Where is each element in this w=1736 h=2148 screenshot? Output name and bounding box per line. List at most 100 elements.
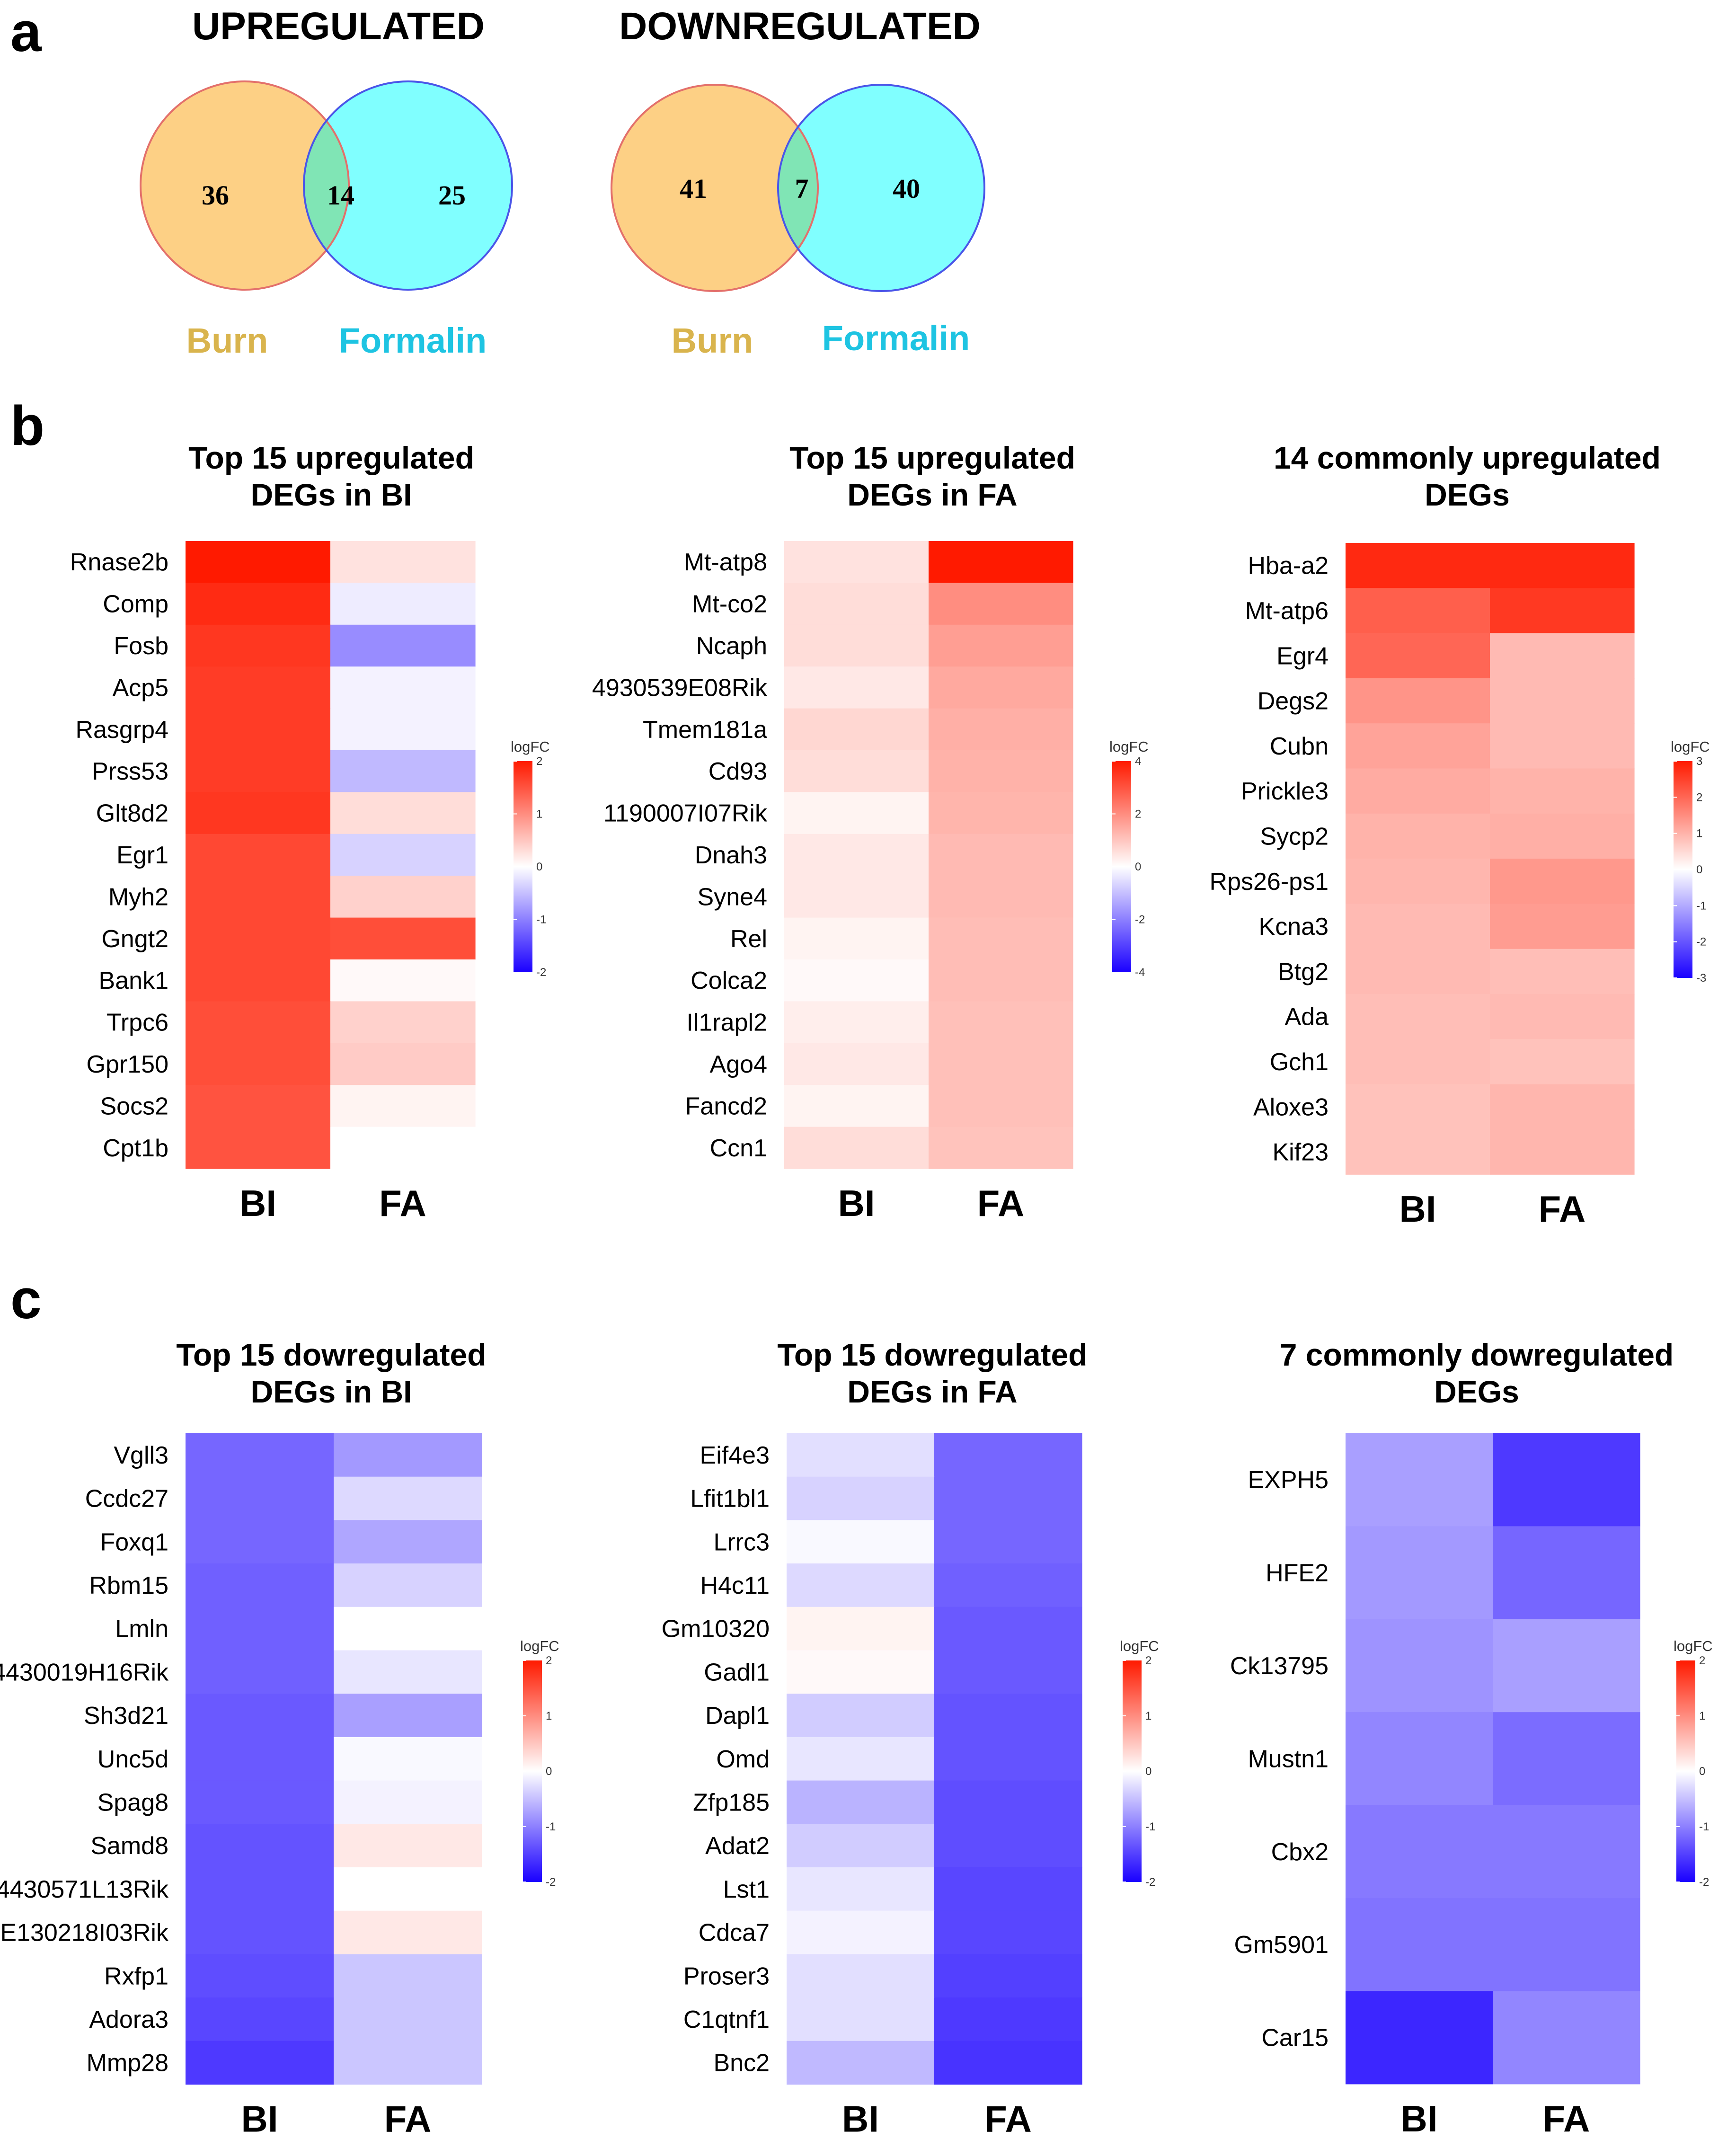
legend-tick-label: -1 [536,914,546,926]
heatmap-cell [1346,859,1490,904]
legend-tick-label: -1 [1145,1820,1155,1833]
heatmap-cell [934,1780,1082,1824]
heatmap-cell [934,1476,1082,1520]
gene-label: Egr1 [116,842,168,869]
heatmap-cell [1346,1433,1493,1527]
heatmap-cell [1490,994,1635,1039]
heatmap-cell [929,959,1073,1002]
gene-label: Gadl1 [704,1659,770,1686]
venn-overlap [304,121,349,250]
legend-tick-label: 1 [546,1710,552,1722]
gene-label: Mmp28 [87,2050,168,2077]
heatmap-cell [1346,1084,1490,1130]
gene-label: Myh2 [108,883,168,911]
heatmap-cell [929,1085,1073,1127]
gene-label: Lmln [115,1615,168,1643]
column-label: BI [239,1182,276,1224]
heatmap-cell [787,1780,935,1824]
heatmap-cell [330,1043,476,1085]
heatmap-cell [787,2041,935,2085]
heatmap-cell [1346,1129,1490,1175]
heatmap-cell [787,1867,935,1911]
gene-label: Bnc2 [713,2050,770,2077]
heatmap-cell [186,1954,334,1998]
gene-label: E130218I03Rik [0,1919,169,1947]
heatmap-cell [784,708,929,751]
gene-label: Lst1 [723,1876,770,1903]
heatmap-cell [334,2041,482,2085]
heatmap-cell [186,876,331,918]
gene-label: Adora3 [89,2006,168,2033]
venn-overlap [778,127,818,249]
heatmap-title-line: 7 commonly dowregulated [1280,1337,1674,1372]
gene-label: Rnase2b [70,549,168,576]
heatmap-cell [1493,1712,1640,1806]
heatmap-cell [1493,1619,1640,1713]
legend-tick-label: -1 [546,1820,556,1833]
legend-tick-label: -2 [1135,914,1145,926]
heatmap-cell [784,834,929,876]
venn-outline-burn [140,80,350,291]
column-label: FA [379,1182,426,1224]
legend-title: logFC [1120,1638,1159,1654]
heatmap-cell [1346,904,1490,950]
heatmap-cell [929,750,1073,792]
heatmap-cell [186,1085,331,1127]
heatmap-cell [1493,1433,1640,1527]
venn-count-formalin-only: 25 [438,180,466,211]
heatmap-cell [1493,1898,1640,1991]
gene-label: Il1rapl2 [686,1009,767,1037]
heatmap-title-line: DEGs in BI [250,477,412,512]
heatmap-cell [1346,1526,1493,1620]
heatmap-cell [186,1867,334,1911]
gene-label: Car15 [1261,2024,1329,2052]
legend-tick-label: 0 [1145,1765,1151,1778]
gene-label: EXPH5 [1248,1466,1329,1494]
heatmap-cell [186,708,331,751]
heatmap-cell [929,1043,1073,1085]
legend-tick-label: -2 [1699,1876,1709,1889]
legend-tick-label: 2 [1135,808,1141,821]
venn-title: DOWNREGULATED [619,5,981,48]
legend-tick-label: 3 [1696,755,1702,768]
gene-label: Glt8d2 [96,800,168,827]
column-label: BI [842,2098,879,2140]
legend-tick-label: -1 [1696,899,1706,912]
heatmap-cell [1493,1805,1640,1899]
heatmap-cell [784,624,929,667]
heatmap-cell [929,917,1073,960]
heatmap-cell [334,1780,482,1824]
gene-label: Rel [730,925,767,953]
heatmap-cell [1490,678,1635,724]
heatmap-title-line: 14 commonly upregulated [1274,440,1661,475]
heatmap-cell [186,1737,334,1781]
gene-label: Cd93 [709,758,767,785]
heatmap-cell [784,959,929,1002]
heatmap-title-line: DEGs [1434,1374,1519,1409]
gene-label: 1190007I07Rik [603,800,768,827]
heatmap-cell [1346,1898,1493,1991]
venn-count-burn-only: 36 [202,180,229,211]
gene-label: Cbx2 [1271,1838,1329,1866]
heatmap-cell [1490,588,1635,634]
heatmap-cell [1346,994,1490,1039]
heatmap-cell [330,834,476,876]
gene-label: HFE2 [1266,1560,1329,1587]
heatmap-cell [186,1780,334,1824]
heatmap-title-line: DEGs in FA [847,477,1017,512]
gene-label: Unc5d [97,1746,168,1773]
heatmap-cell [1490,633,1635,679]
legend-tick-label: -2 [546,1876,556,1889]
venn-count-both: 14 [327,180,354,211]
heatmap-cell [334,1910,482,1954]
gene-label: Kcna3 [1259,913,1329,941]
heatmap-cell [186,1650,334,1694]
heatmap-cell [334,1433,482,1477]
heatmap-cell [1346,1991,1493,2085]
gene-label: Syne4 [698,883,767,911]
column-label: FA [1539,1188,1586,1230]
gene-label: Socs2 [100,1092,168,1120]
gene-label: Mt-atp8 [684,549,767,576]
